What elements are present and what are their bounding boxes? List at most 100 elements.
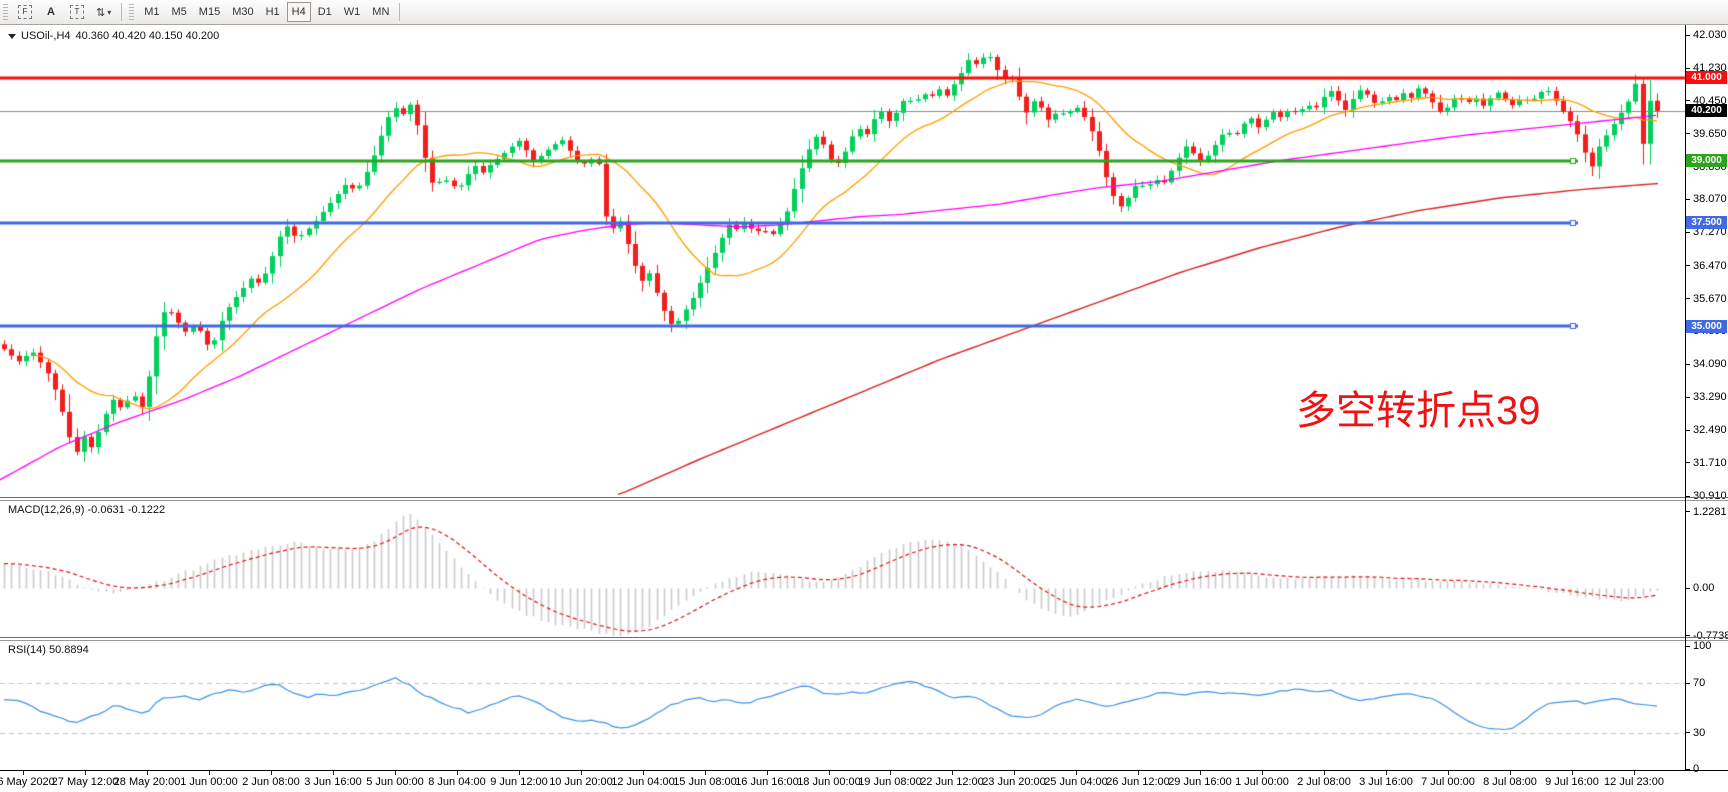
time-label: 9 Jul 16:00	[1545, 776, 1599, 788]
time-label: 15 Jun 08:00	[673, 776, 737, 788]
time-label: 22 Jun 12:00	[920, 776, 984, 788]
main-chart-canvas[interactable]	[0, 25, 1685, 497]
symbol-dropdown-icon[interactable]	[8, 33, 16, 39]
time-label: 27 May 12:00	[51, 776, 119, 788]
time-tick	[1386, 771, 1387, 775]
macd-axis[interactable]: 1.2281 0.00 -0.7738	[1685, 500, 1728, 642]
macd--0.7738-label: -0.7738	[1693, 629, 1728, 642]
time-tick	[767, 771, 768, 775]
toolbar-timeframes: M1 M5 M15 M30 H1 H4 D1 W1 MN	[138, 2, 395, 22]
price-41.230-label: 41.230	[1693, 62, 1727, 75]
fibonacci-tool-button[interactable]: F	[13, 2, 37, 22]
price-38.070-label: 38.070	[1693, 193, 1727, 206]
rsi-0-tick	[1685, 768, 1690, 770]
time-tick	[519, 771, 520, 775]
level-label-37.500: 37.500	[1686, 216, 1727, 230]
time-tick	[1076, 771, 1077, 775]
time-label: 3 Jun 16:00	[304, 776, 362, 788]
text-tool-button[interactable]: A	[47, 6, 55, 18]
timeframe-button-m5[interactable]: M5	[171, 6, 187, 18]
rsi-panel-canvas[interactable]	[0, 640, 1685, 770]
time-label: 26 Jun 12:00	[1106, 776, 1170, 788]
time-label: 19 Jun 08:00	[858, 776, 922, 788]
text-label-tool-icon: T	[70, 5, 84, 19]
time-label: 12 Jun 04:00	[611, 776, 675, 788]
price-34.090-tick	[1685, 363, 1690, 365]
time-label: 2 Jun 08:00	[242, 776, 300, 788]
time-label: 12 Jul 23:00	[1604, 776, 1664, 788]
toolbar-tools: F A T ⇅ ▾	[12, 2, 117, 22]
fibonacci-tool-icon: F	[18, 5, 32, 19]
level-label-35.000: 35.000	[1686, 319, 1727, 333]
price-33.290-tick	[1685, 396, 1690, 398]
price-30.910-tick	[1685, 495, 1690, 497]
time-tick	[1262, 771, 1263, 775]
price-40.450-label: 40.450	[1693, 94, 1727, 107]
time-label: 1 Jul 00:00	[1235, 776, 1289, 788]
panel-separator-macd[interactable]	[0, 497, 1728, 498]
timeframe-button-m15[interactable]: M15	[198, 6, 221, 18]
timeframe-button-d1[interactable]: D1	[317, 6, 332, 18]
time-label: 9 Jun 12:00	[490, 776, 548, 788]
time-tick	[85, 771, 86, 775]
time-tick	[705, 771, 706, 775]
rsi-axis[interactable]: 100 70 30 0	[1685, 640, 1728, 775]
time-label: 23 Jun 20:00	[982, 776, 1046, 788]
macd-1.2281-tick	[1685, 511, 1690, 513]
text-label-tool-button[interactable]: T	[65, 2, 89, 22]
price-31.710-tick	[1685, 462, 1690, 464]
toolbar-separator	[121, 3, 123, 21]
time-tick	[1510, 771, 1511, 775]
toolbar-separator-2	[399, 3, 401, 21]
ohlc-values: 40.360 40.420 40.150 40.200	[75, 30, 220, 42]
macd-panel-canvas[interactable]	[0, 500, 1685, 637]
arrow-tools-icon: ⇅	[96, 6, 106, 19]
price-40.450-tick	[1685, 100, 1690, 101]
panel-separator-rsi[interactable]	[0, 637, 1728, 638]
rsi-100-label: 100	[1693, 640, 1712, 653]
timeframe-button-h4[interactable]: H4	[286, 2, 311, 22]
toolbar-grip[interactable]	[3, 4, 8, 20]
time-tick	[147, 771, 148, 775]
timeframe-button-w1[interactable]: W1	[343, 6, 361, 18]
time-label: 28 May 20:00	[113, 776, 181, 788]
price-33.290-label: 33.290	[1693, 391, 1727, 404]
time-tick	[581, 771, 582, 775]
arrow-tools-button[interactable]: ⇅ ▾	[91, 2, 116, 22]
bottom-border	[0, 770, 1728, 771]
price-42.030-label: 42.030	[1693, 29, 1727, 41]
price-31.710-label: 31.710	[1693, 456, 1727, 469]
timeframe-button-m1[interactable]: M1	[144, 6, 160, 18]
time-tick	[1572, 771, 1573, 775]
chart-annotation-text[interactable]: 多空转折点39	[1296, 389, 1541, 433]
panel-separator-macd-b[interactable]	[0, 500, 1728, 501]
panel-separator-rsi-b[interactable]	[0, 640, 1728, 641]
macd-0.00-label: 0.00	[1693, 582, 1715, 594]
rsi-30-tick	[1685, 732, 1690, 733]
time-label: 10 Jun 20:00	[549, 776, 613, 788]
time-tick	[952, 771, 953, 775]
time-label: 1 Jun 00:00	[180, 776, 238, 788]
time-label: 8 Jun 04:00	[428, 776, 486, 788]
price-axis[interactable]: 42.03041.23040.45039.65038.85038.07037.2…	[1685, 25, 1728, 502]
time-tick	[1324, 771, 1325, 775]
time-tick	[1138, 771, 1139, 775]
macd-1.2281-label: 1.2281	[1693, 505, 1727, 518]
time-tick	[1634, 771, 1635, 775]
timeframe-button-h1[interactable]: H1	[265, 6, 280, 18]
time-label: 5 Jun 00:00	[366, 776, 424, 788]
toolbar-grip-2[interactable]	[129, 4, 135, 20]
time-tick	[1200, 771, 1201, 775]
symbol-title[interactable]: USOil-,H4 40.360 40.420 40.150 40.200	[8, 30, 219, 42]
timeframe-button-mn[interactable]: MN	[372, 6, 390, 18]
price-36.470-label: 36.470	[1693, 259, 1727, 272]
time-label: 26 May 2020	[0, 776, 55, 788]
time-tick	[333, 771, 334, 775]
level-label-41.000: 41.000	[1686, 71, 1727, 85]
price-35.670-tick	[1685, 298, 1690, 300]
timeframe-button-m30[interactable]: M30	[232, 6, 254, 18]
arrow-tools-caret-icon[interactable]: ▾	[107, 7, 112, 17]
price-37.270-tick	[1685, 231, 1690, 233]
time-label: 2 Jul 08:00	[1297, 776, 1351, 788]
